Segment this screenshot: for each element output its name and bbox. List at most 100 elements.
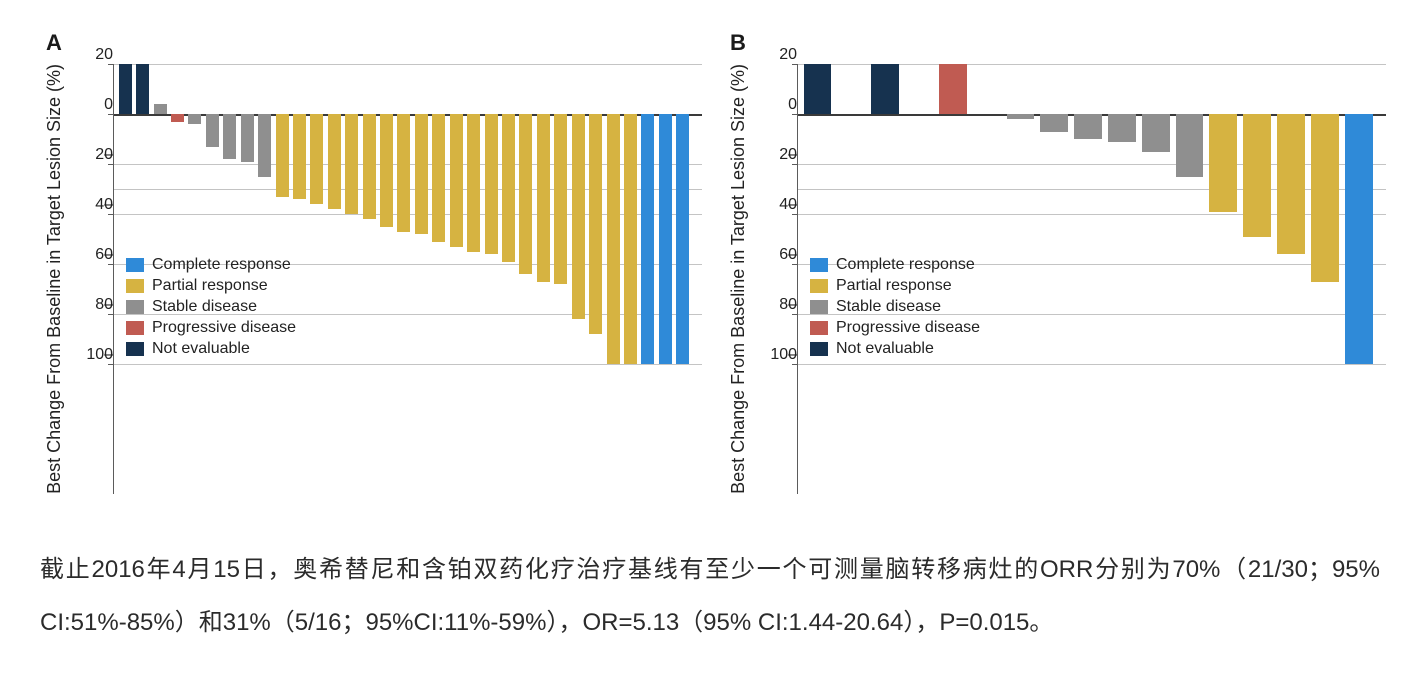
legend: Complete response Partial response Stable … — [810, 253, 980, 358]
chart-a-wrap: Best Change From Baseline in Target Lesi… — [40, 64, 694, 494]
bar — [502, 114, 515, 262]
bar-slot — [466, 64, 480, 364]
bar — [1311, 114, 1339, 282]
chart-b-wrap: Best Change From Baseline in Target Lesi… — [724, 64, 1378, 494]
panel-b-label: B — [724, 30, 1378, 56]
bar-slot — [414, 64, 428, 364]
bar — [293, 114, 306, 199]
bar — [432, 114, 445, 242]
bar — [572, 114, 585, 319]
bar — [1040, 114, 1068, 132]
legend-item: Complete response — [810, 256, 980, 274]
bar — [519, 114, 532, 274]
bar — [276, 114, 289, 197]
bar-slot — [658, 64, 672, 364]
bar — [871, 64, 899, 114]
bar-slot — [1106, 64, 1137, 364]
bar — [607, 114, 620, 364]
bar-slot — [588, 64, 602, 364]
bar — [641, 114, 654, 364]
legend-label: Progressive disease — [152, 319, 296, 337]
bar — [171, 114, 184, 122]
y-axis-label-b: Best Change From Baseline in Target Lesi… — [724, 64, 753, 494]
bar — [310, 114, 323, 204]
bar — [206, 114, 219, 147]
legend-label: Stable disease — [836, 298, 941, 316]
legend-swatch — [810, 342, 828, 356]
legend-swatch — [126, 258, 144, 272]
legend-label: Stable disease — [152, 298, 257, 316]
bar-slot — [1208, 64, 1239, 364]
bar-slot — [397, 64, 411, 364]
bar-slot — [676, 64, 690, 364]
panel-a-label: A — [40, 30, 694, 56]
bar-slot — [327, 64, 341, 364]
bar — [624, 114, 637, 364]
bar-slot — [1174, 64, 1205, 364]
chart-panel-a: A Best Change From Baseline in Target Le… — [40, 30, 694, 494]
bar — [1277, 114, 1305, 254]
bar — [1243, 114, 1271, 237]
grid-line — [114, 364, 702, 365]
legend-item: Partial response — [126, 277, 296, 295]
legend-item: Complete response — [126, 256, 296, 274]
bar — [939, 64, 967, 114]
bar — [1074, 114, 1102, 139]
bar — [397, 114, 410, 232]
legend-item: Not evaluable — [810, 340, 980, 358]
tick-mark — [108, 364, 114, 365]
bar — [258, 114, 271, 177]
legend-item: Stable disease — [810, 298, 980, 316]
waterfall-plot-b: Complete response Partial response Stable … — [798, 64, 1378, 364]
bar — [1345, 114, 1373, 364]
legend-label: Partial response — [152, 277, 268, 295]
bar-slot — [1039, 64, 1070, 364]
bar — [119, 64, 132, 114]
bar-slot — [1343, 64, 1374, 364]
waterfall-plot-a: Complete response Partial response Stable … — [114, 64, 694, 364]
bar — [154, 104, 167, 114]
bar — [345, 114, 358, 214]
bar — [450, 114, 463, 247]
bar — [804, 64, 832, 114]
bar — [676, 114, 689, 364]
y-axis-ticks-b: 200–20–40–60–80–100 — [753, 64, 797, 364]
bar — [363, 114, 376, 219]
grid-line — [798, 364, 1386, 365]
bar — [415, 114, 428, 234]
bar-slot — [1140, 64, 1171, 364]
bar — [188, 114, 201, 124]
bar-slot — [571, 64, 585, 364]
bar — [1209, 114, 1237, 212]
bar-slot — [536, 64, 550, 364]
legend-item: Stable disease — [126, 298, 296, 316]
bar-slot — [1276, 64, 1307, 364]
legend-swatch — [810, 258, 828, 272]
legend-label: Not evaluable — [152, 340, 250, 358]
legend-label: Complete response — [836, 256, 975, 274]
legend-label: Partial response — [836, 277, 952, 295]
bar-slot — [1242, 64, 1273, 364]
legend-swatch — [810, 321, 828, 335]
bar-slot — [310, 64, 324, 364]
bar-slot — [449, 64, 463, 364]
bar — [241, 114, 254, 162]
bar — [554, 114, 567, 284]
bar — [659, 114, 672, 364]
legend-swatch — [126, 342, 144, 356]
bar — [136, 64, 149, 114]
bar — [537, 114, 550, 282]
legend-swatch — [126, 300, 144, 314]
bar-slot — [606, 64, 620, 364]
bar — [1007, 114, 1035, 119]
bar-slot — [623, 64, 637, 364]
legend-item: Not evaluable — [126, 340, 296, 358]
bar — [1176, 114, 1204, 177]
chart-panel-b: B Best Change From Baseline in Target Le… — [724, 30, 1378, 494]
legend-swatch — [126, 279, 144, 293]
bar — [1142, 114, 1170, 152]
bar-slot — [362, 64, 376, 364]
plot-b-outer: Complete response Partial response Stable … — [797, 64, 1378, 494]
bar-slot — [432, 64, 446, 364]
bar — [1108, 114, 1136, 142]
